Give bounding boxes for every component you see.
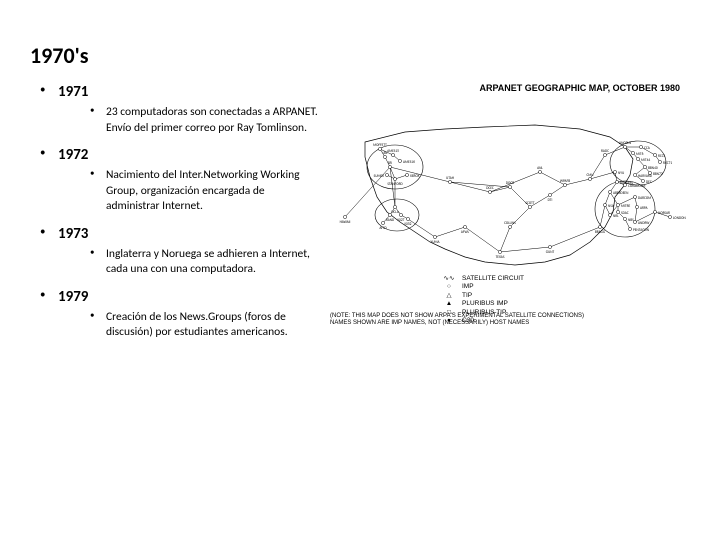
svg-text:ISI52: ISI52 (405, 222, 412, 226)
svg-text:NSA: NSA (608, 204, 615, 208)
svg-text:ARPA: ARPA (640, 206, 648, 210)
svg-text:BRAGG: BRAGG (595, 230, 606, 234)
svg-text:ABERDEEN: ABERDEEN (613, 191, 628, 195)
legend-item: △TIP (440, 292, 524, 300)
event-text: Creación de los News.Groups (foros de di… (90, 310, 320, 341)
svg-text:MIT6: MIT6 (636, 152, 644, 156)
svg-text:RCC71: RCC71 (663, 161, 672, 165)
svg-text:DCEC: DCEC (486, 186, 494, 190)
arpanet-map: ARPANET GEOGRAPHIC MAP, OCTOBER 1980 HAW… (330, 83, 690, 363)
svg-text:GUNT: GUNT (546, 250, 555, 254)
svg-text:RCCS: RCCS (658, 154, 666, 158)
svg-text:ANDRW: ANDRW (638, 221, 650, 225)
legend-item: ●C30 (440, 317, 524, 325)
svg-text:DTI: DTI (548, 198, 553, 202)
legend-item: □PLURIBUS TIP (440, 309, 524, 317)
svg-text:LINCOLN: LINCOLN (619, 141, 632, 145)
timeline-list: 1971 23 computadoras son conectadas a AR… (30, 83, 320, 341)
year-item: 1971 23 computadoras son conectadas a AR… (40, 83, 320, 136)
map-labels: HAWAIISRILBLMOFFETTAMES15AMES16STANFORDS… (340, 141, 686, 259)
svg-text:XEROX: XEROX (410, 174, 420, 178)
svg-text:STANFORD: STANFORD (387, 182, 403, 186)
map-column: ARPANET GEOGRAPHIC MAP, OCTOBER 1980 HAW… (330, 83, 690, 363)
svg-text:RADC: RADC (601, 149, 609, 153)
event-text: 23 computadoras son conectadas a ARPANET… (90, 105, 320, 136)
year-label: 1971 (58, 83, 320, 101)
svg-text:CORADCOM: CORADCOM (628, 184, 645, 188)
legend-item: ○IMP (440, 283, 524, 291)
svg-text:AFWL: AFWL (461, 230, 470, 234)
year-label: 1973 (58, 225, 320, 243)
year-label: 1972 (58, 146, 320, 164)
svg-text:SDAC: SDAC (621, 211, 629, 215)
svg-text:HAWAII: HAWAII (340, 220, 351, 224)
year-item: 1979 Creación de los News.Groups (foros … (40, 288, 320, 341)
svg-text:BBN72: BBN72 (653, 172, 663, 176)
svg-text:AMES16: AMES16 (403, 160, 415, 164)
svg-text:NBS: NBS (628, 218, 634, 222)
event-text: Nacimiento del Inter.Networking Working … (90, 168, 320, 215)
svg-text:ANL: ANL (537, 166, 543, 170)
legend-item: ∿∿SATELLITE CIRCUIT (440, 275, 524, 283)
svg-text:MIT44: MIT44 (641, 158, 650, 162)
map-edges (345, 147, 670, 252)
svg-text:YUMA: YUMA (431, 240, 441, 244)
svg-text:RAND: RAND (386, 218, 395, 222)
map-title: ARPANET GEOGRAPHIC MAP, OCTOBER 1980 (330, 83, 690, 93)
svg-text:AMES15: AMES15 (387, 149, 399, 153)
svg-text:DEC: DEC (646, 180, 652, 184)
svg-text:UTAH: UTAH (446, 176, 454, 180)
svg-text:SCOTT: SCOTT (525, 201, 534, 205)
svg-text:UCLA: UCLA (391, 210, 400, 214)
svg-text:MOFFETT: MOFFETT (373, 143, 387, 147)
svg-text:NRL: NRL (613, 214, 619, 218)
svg-text:LONDON: LONDON (673, 216, 686, 220)
svg-text:SRI: SRI (388, 161, 393, 165)
us-outline (365, 125, 633, 265)
content-columns: 1971 23 computadoras son conectadas a AR… (30, 83, 690, 363)
svg-text:CMU: CMU (586, 173, 593, 177)
year-label: 1979 (58, 288, 320, 306)
svg-text:SUMEX: SUMEX (374, 174, 385, 178)
legend-item: ▲PLURIBUS IMP (440, 300, 524, 308)
svg-text:DOCB: DOCB (506, 181, 514, 185)
map-legend: ∿∿SATELLITE CIRCUIT ○IMP △TIP ▲PLURIBUS … (440, 275, 524, 326)
svg-text:TEXAS: TEXAS (496, 255, 505, 259)
page-title: 1970's (30, 42, 690, 69)
svg-text:NYU: NYU (618, 171, 624, 175)
svg-text:DARCOM: DARCOM (638, 196, 651, 200)
event-text: Inglaterra y Noruega se adhieren a Inter… (90, 247, 320, 278)
svg-text:BBN40: BBN40 (648, 166, 658, 170)
year-item: 1973 Inglaterra y Noruega se adhieren a … (40, 225, 320, 278)
year-item: 1972 Nacimiento del Inter.Networking Wor… (40, 146, 320, 215)
svg-text:MITRE: MITRE (621, 204, 630, 208)
timeline-column: 1971 23 computadoras son conectadas a AR… (30, 83, 320, 363)
svg-text:AFSD: AFSD (379, 226, 387, 230)
svg-text:CCA: CCA (644, 146, 651, 150)
svg-text:PENTAGON: PENTAGON (633, 228, 649, 232)
svg-text:HARVARD: HARVARD (638, 174, 653, 178)
svg-text:WPAFB: WPAFB (560, 179, 570, 183)
svg-text:NORSAR: NORSAR (658, 211, 670, 215)
svg-text:COLLINS: COLLINS (504, 221, 516, 225)
